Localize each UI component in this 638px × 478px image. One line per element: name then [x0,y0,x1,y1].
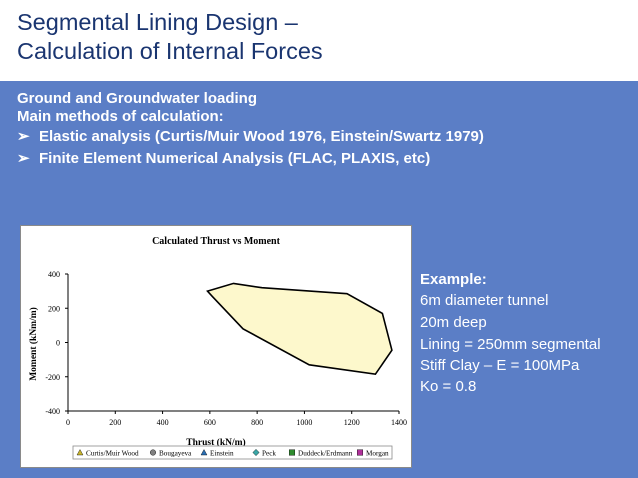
example-line: 6m diameter tunnel [420,292,549,309]
envelope-area [206,282,393,376]
x-tick-label: 600 [204,418,216,427]
x-tick-label: 1400 [391,418,407,427]
legend-label: Einstein [210,450,234,458]
legend-marker [357,449,364,456]
legend-label: Peck [262,450,276,458]
x-tick-label: 1200 [344,418,360,427]
arrow-bullet-icon: ➢ [17,128,30,145]
heading-methods: Main methods of calculation: [17,108,224,125]
example-line: Stiff Clay – E = 100MPa [420,357,580,374]
arrow-bullet-icon: ➢ [17,150,30,167]
chart-title: Calculated Thrust vs Moment [152,236,281,247]
x-tick-label: 400 [157,418,169,427]
x-tick-label: 800 [251,418,263,427]
x-tick-label: 200 [109,418,121,427]
bullet-text: Finite Element Numerical Analysis (FLAC,… [39,150,431,167]
y-tick-label: -200 [45,373,60,382]
example-line: 20m deep [420,314,487,331]
bullet-item-elastic: ➢ Elastic analysis (Curtis/Muir Wood 1976… [17,127,484,145]
legend-label: Bougayeva [159,450,192,458]
legend-label: Duddeck/Erdmann [298,450,353,458]
x-axis-label: Thrust (kN/m) [186,437,245,448]
example-line: Ko = 0.8 [420,378,477,395]
x-tick-labels: 0 200 400 600 800 1000 1200 1400 [66,411,407,427]
legend-item: Curtis/Muir Wood [76,449,139,458]
thrust-moment-chart: Calculated Thrust vs Moment 0 200 400 600 80… [28,236,407,460]
heading-loading: Ground and Groundwater loading [17,90,257,107]
y-tick-label: 200 [48,304,60,313]
legend-marker [252,449,260,456]
legend-label: Morgan [366,450,389,458]
legend-item: Einstein [200,449,234,458]
chart-panel: Calculated Thrust vs Moment 0 200 400 600 80… [20,225,412,468]
legend-item: Morgan [357,449,389,458]
legend-item: Duddeck/Erdmann [289,449,353,458]
legend-marker [76,449,84,456]
y-axis-label: Moment (kNm/m) [28,307,39,381]
legend-marker [289,449,296,456]
example-heading: Example: [420,271,487,288]
bullet-text: Elastic analysis (Curtis/Muir Wood 1976,… [39,128,484,145]
chart-legend: Curtis/Muir Wood Bougayeva Einstein Peck Dud… [72,445,393,460]
y-tick-label: 0 [56,339,60,348]
y-tick-label: -400 [45,407,60,416]
bullet-item-fem: ➢ Finite Element Numerical Analysis (FLAC… [17,149,430,167]
x-tick-label: 0 [66,418,70,427]
legend-item: Bougayeva [149,449,192,458]
x-tick-label: 1000 [296,418,312,427]
slide-title-line-1: Segmental Lining Design – [17,9,298,35]
y-tick-labels: -400 -200 0 200 400 [45,270,68,416]
legend-item: Peck [252,449,276,458]
legend-box [72,445,393,460]
example-line: Lining = 250mm segmental [420,336,601,353]
legend-marker [149,449,156,456]
slide-title-line-2: Calculation of Internal Forces [17,38,323,64]
y-tick-label: 400 [48,270,60,279]
legend-marker [200,449,208,456]
legend-label: Curtis/Muir Wood [86,450,139,458]
